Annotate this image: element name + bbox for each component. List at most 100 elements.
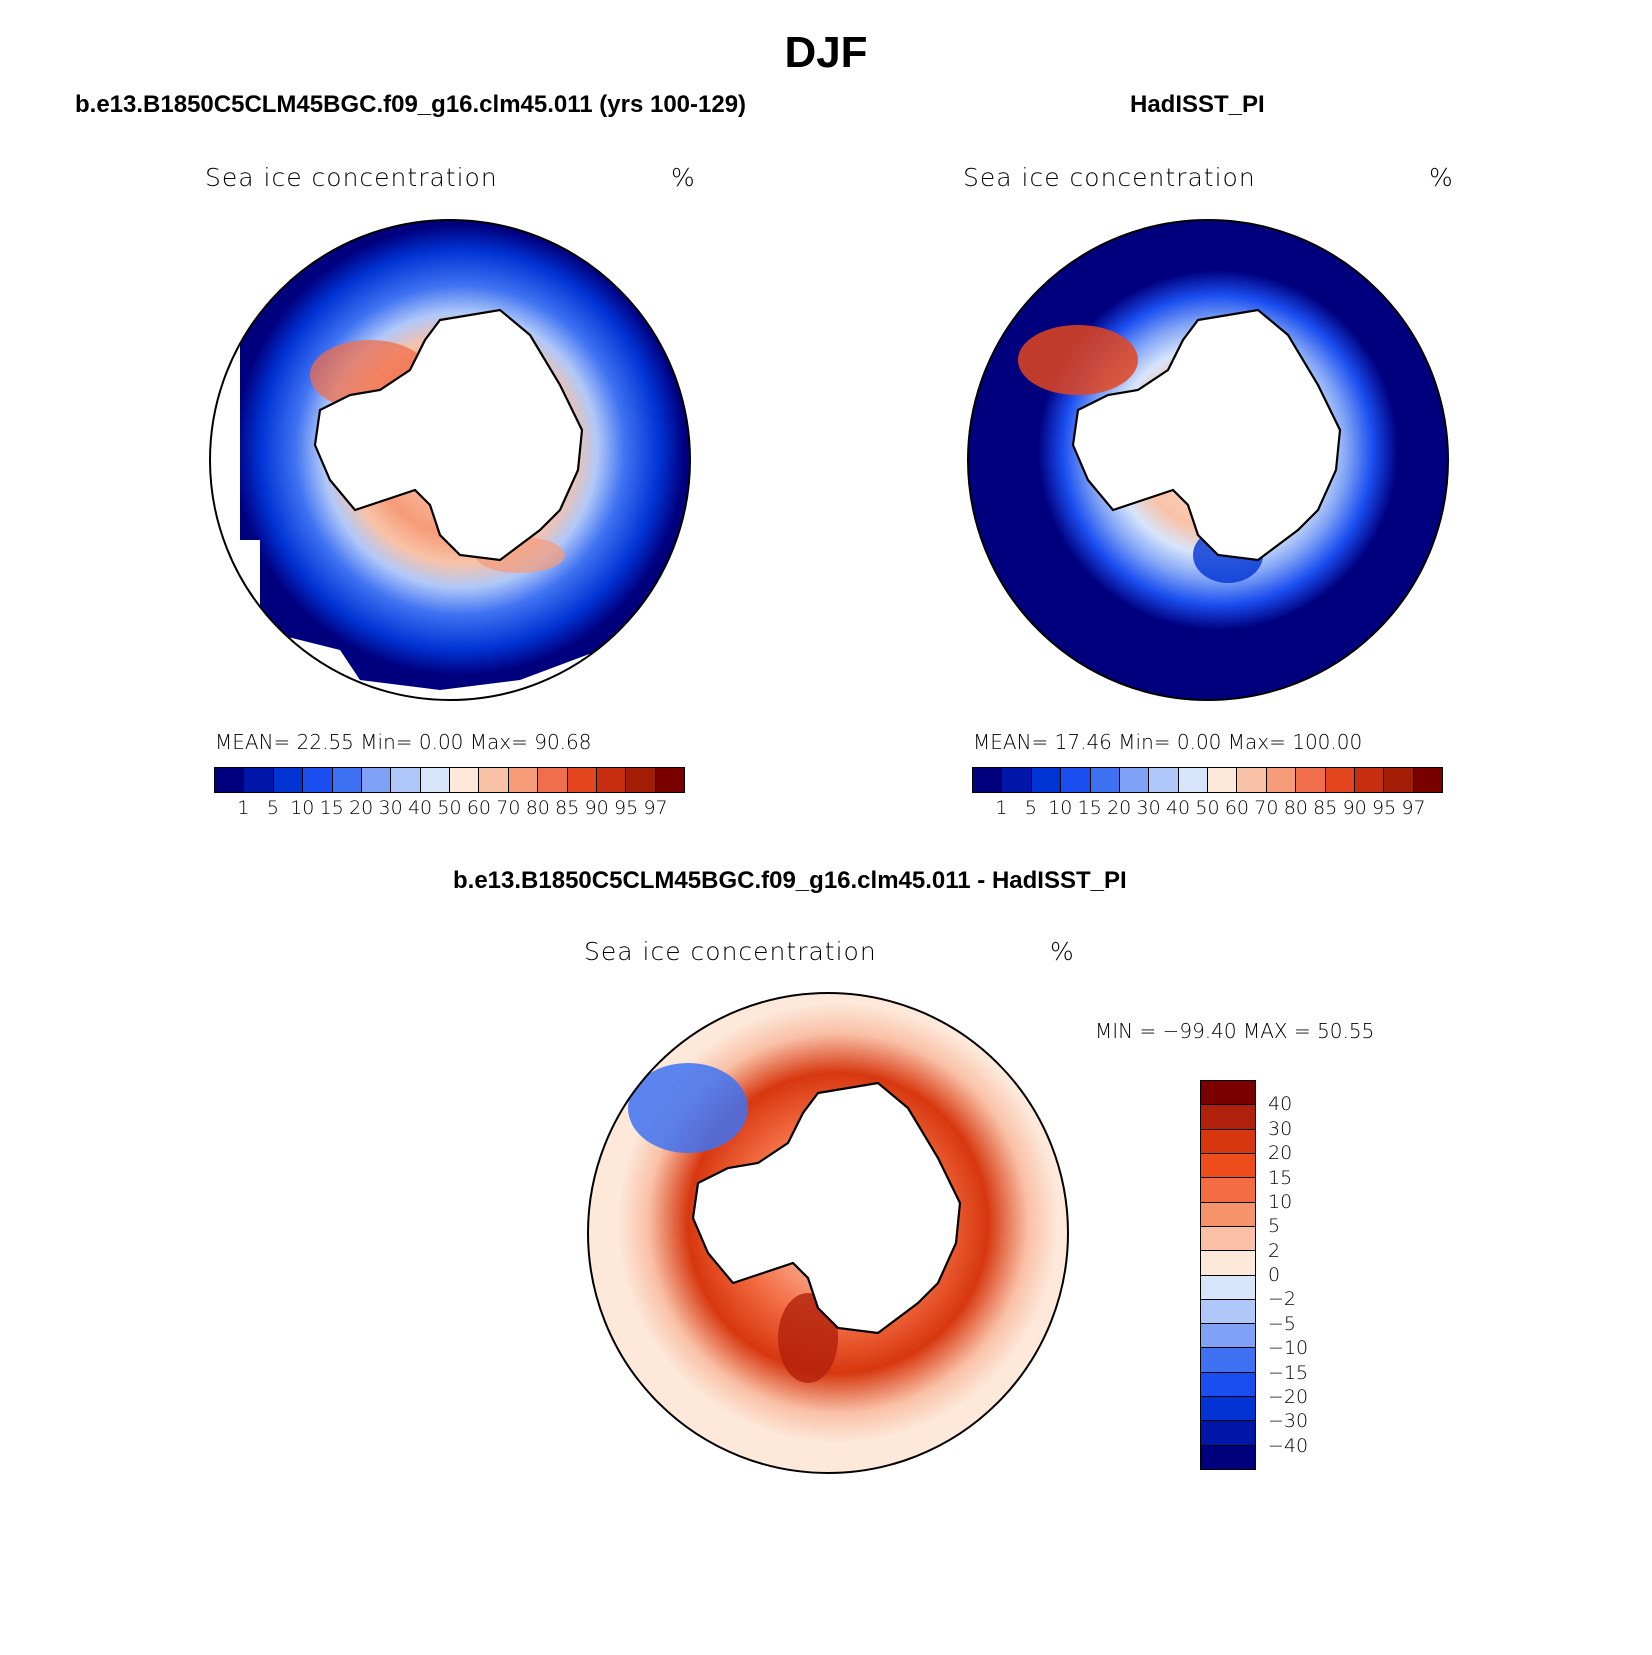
figure-title: DJF xyxy=(784,28,868,77)
obs-variable-label: Sea ice concentration xyxy=(963,163,1256,192)
model-polar-map xyxy=(209,219,691,701)
obs-antarctica-coastline xyxy=(1071,308,1342,562)
obs-colorbar-box xyxy=(1119,768,1150,792)
diff-variable-label: Sea ice concentration xyxy=(584,937,877,966)
diff-stats: MIN = −99.40 MAX = 50.55 xyxy=(1095,1019,1375,1043)
model-colorbar-tick-label: 1 xyxy=(237,797,250,819)
obs-colorbar-box xyxy=(1149,768,1179,792)
obs-colorbar-box xyxy=(1325,768,1355,792)
diff-colorbar-box xyxy=(1201,1129,1255,1154)
obs-polar-map xyxy=(967,219,1449,701)
obs-colorbar-tick-label: 30 xyxy=(1136,797,1161,819)
model-colorbar-box xyxy=(215,768,245,792)
diff-colorbar-tick-label: 2 xyxy=(1268,1239,1281,1262)
diff-colorbar-tick-label: −10 xyxy=(1268,1337,1309,1360)
diff-colorbar-tick-label: 10 xyxy=(1268,1190,1293,1213)
diff-colorbar-tick-label: 15 xyxy=(1268,1166,1293,1189)
diff-colorbar-tick-label: 30 xyxy=(1268,1117,1293,1140)
diff-panel-title: b.e13.B1850C5CLM45BGC.f09_g16.clm45.011 … xyxy=(453,867,1127,894)
obs-colorbar-box xyxy=(1384,768,1414,792)
obs-weddell-max xyxy=(1018,325,1138,395)
diff-colorbar-box xyxy=(1201,1105,1255,1130)
model-colorbar-tick-label: 60 xyxy=(466,797,492,819)
model-colorbar-box xyxy=(567,768,597,792)
diff-antarctica-coastline xyxy=(691,1081,962,1335)
model-colorbar-tick-label: 97 xyxy=(643,797,668,819)
model-panel-title: b.e13.B1850C5CLM45BGC.f09_g16.clm45.011 … xyxy=(75,91,747,118)
obs-colorbar-tick-label: 10 xyxy=(1048,797,1073,819)
diff-negative-region xyxy=(628,1063,748,1153)
diff-colorbar-box xyxy=(1201,1421,1255,1446)
model-colorbar-box xyxy=(626,768,656,792)
model-colorbar-box xyxy=(655,768,684,792)
diff-colorbar-box xyxy=(1201,1153,1255,1179)
model-colorbar-tick-label: 95 xyxy=(614,797,639,819)
obs-colorbar-box xyxy=(1413,768,1442,792)
diff-colorbar xyxy=(1200,1080,1256,1470)
obs-colorbar-box xyxy=(1178,768,1208,792)
obs-colorbar-box xyxy=(1031,768,1062,792)
obs-colorbar-tick-label: 70 xyxy=(1254,797,1279,819)
obs-colorbar-tick-label: 95 xyxy=(1372,797,1397,819)
diff-colorbar-tick-label: −20 xyxy=(1268,1385,1309,1408)
diff-colorbar-box xyxy=(1201,1081,1255,1106)
model-antarctica-coastline xyxy=(313,308,584,562)
obs-colorbar-box xyxy=(1237,768,1267,792)
diff-polar-map xyxy=(587,992,1069,1474)
model-colorbar-tick-label: 50 xyxy=(437,797,462,819)
diff-colorbar-box xyxy=(1201,1226,1255,1252)
diff-colorbar-box xyxy=(1201,1178,1255,1203)
model-colorbar-box xyxy=(596,768,627,792)
obs-colorbar-tick-label: 50 xyxy=(1195,797,1220,819)
model-colorbar-tick-label: 80 xyxy=(525,797,550,819)
model-colorbar-box xyxy=(244,768,274,792)
model-colorbar-tick-label: 20 xyxy=(349,797,374,819)
diff-colorbar-tick-label: 0 xyxy=(1268,1264,1281,1286)
diff-colorbar-box xyxy=(1201,1251,1255,1276)
diff-colorbar-tick-label: −2 xyxy=(1268,1288,1297,1311)
diff-colorbar-box xyxy=(1201,1348,1255,1373)
diff-colorbar-box xyxy=(1201,1372,1255,1398)
model-colorbar-tick-label: 30 xyxy=(378,797,403,819)
obs-stats: MEAN= 17.46 Min= 0.00 Max= 100.00 xyxy=(973,730,1363,754)
model-colorbar-box xyxy=(508,768,539,792)
obs-colorbar-tick-label: 85 xyxy=(1313,797,1338,819)
obs-colorbar-box xyxy=(1296,768,1326,792)
obs-colorbar-tick-label: 15 xyxy=(1077,797,1102,819)
obs-colorbar-box xyxy=(1208,768,1238,792)
model-colorbar-box xyxy=(332,768,362,792)
obs-colorbar-box xyxy=(1061,768,1091,792)
model-colorbar xyxy=(214,767,685,793)
diff-colorbar-tick-label: 20 xyxy=(1268,1142,1293,1165)
diff-colorbar-box xyxy=(1201,1299,1255,1325)
diff-colorbar-box xyxy=(1201,1324,1255,1349)
diff-units-label: % xyxy=(1050,937,1074,966)
model-colorbar-box xyxy=(538,768,568,792)
model-colorbar-box xyxy=(361,768,392,792)
obs-colorbar-ticks: 1 5 10 15 20 30 40 50 60 70 80 85 90 95 97 xyxy=(972,797,1441,823)
obs-colorbar-tick-label: 40 xyxy=(1165,797,1191,819)
diff-colorbar-tick-label: −15 xyxy=(1268,1361,1309,1384)
obs-colorbar-tick-label: 20 xyxy=(1107,797,1132,819)
model-map-border xyxy=(209,219,691,701)
model-colorbar-tick-label: 85 xyxy=(555,797,580,819)
model-colorbar-tick-label: 5 xyxy=(266,797,279,819)
obs-colorbar-box xyxy=(1354,768,1385,792)
diff-colorbar-tick-label: −30 xyxy=(1268,1410,1309,1433)
model-colorbar-tick-label: 40 xyxy=(407,797,433,819)
obs-colorbar-box xyxy=(1002,768,1032,792)
diff-ross-positive xyxy=(778,1293,838,1383)
obs-colorbar-box xyxy=(973,768,1003,792)
model-colorbar-tick-label: 10 xyxy=(290,797,315,819)
diff-colorbar-tick-label: 5 xyxy=(1268,1215,1281,1238)
model-stats: MEAN= 22.55 Min= 0.00 Max= 90.68 xyxy=(215,730,592,754)
model-units-label: % xyxy=(671,163,695,192)
diff-colorbar-box xyxy=(1201,1202,1255,1227)
obs-colorbar-tick-label: 97 xyxy=(1401,797,1426,819)
model-colorbar-box xyxy=(479,768,509,792)
diff-colorbar-box xyxy=(1201,1275,1255,1300)
model-variable-label: Sea ice concentration xyxy=(205,163,498,192)
obs-colorbar xyxy=(972,767,1443,793)
model-colorbar-ticks: 1 5 10 15 20 30 40 50 60 70 80 85 90 95 97 xyxy=(214,797,683,823)
model-colorbar-box xyxy=(420,768,450,792)
